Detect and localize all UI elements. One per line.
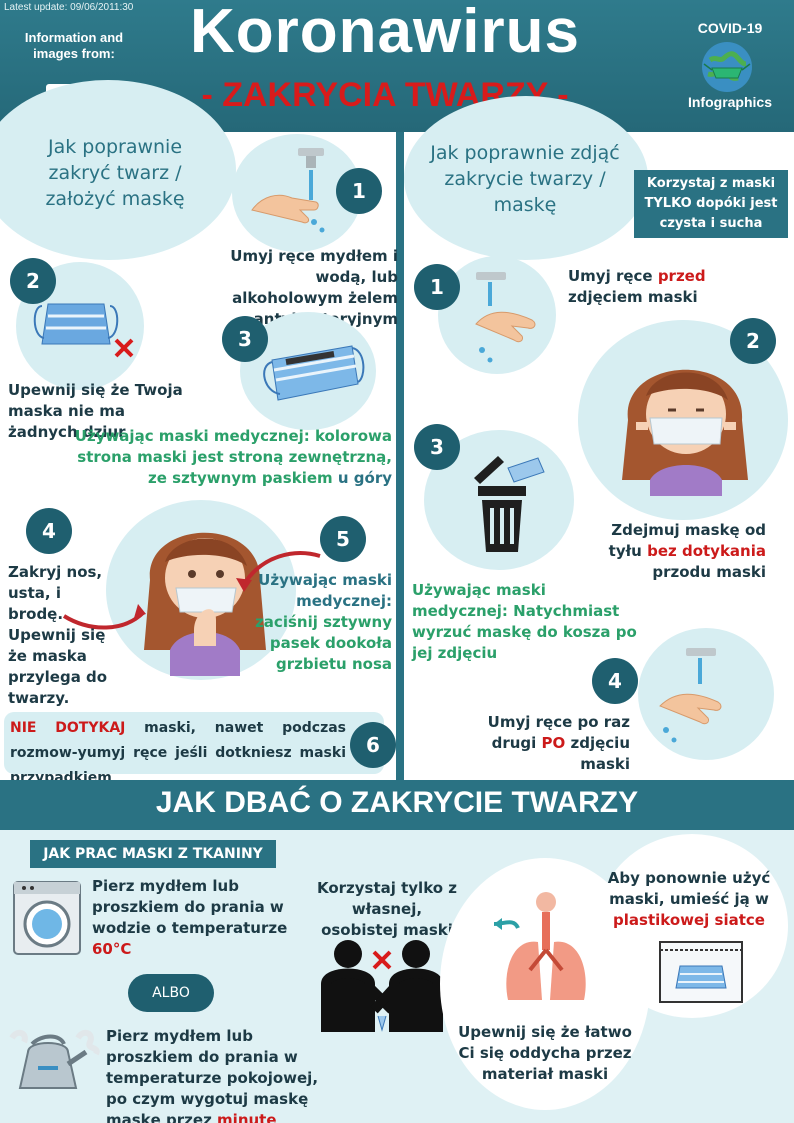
step4-number: 4: [26, 508, 72, 554]
r-step2-text-b: przodu maski: [652, 563, 766, 581]
bagged-mask-icon: [658, 940, 744, 1004]
albo-pill: ALBO: [128, 974, 214, 1012]
step3-text: Używając maski medycznej: kolorowa stron…: [66, 426, 392, 489]
r-step1-text: Umyj ręce przed zdjęciem maski: [568, 266, 778, 308]
washing-machine-icon: [12, 880, 82, 956]
r-step4-text-red: PO: [541, 734, 566, 752]
r-step4-text-b: zdjęciu maski: [565, 734, 631, 773]
arrow-left-icon: [62, 604, 146, 630]
step3-number: 3: [222, 316, 268, 362]
wash2-text: Pierz mydłem lub proszkiem do prania w t…: [106, 1026, 338, 1123]
r-handwash2-icon: [652, 640, 762, 750]
step6-text-red: NIE DOTYKAJ: [10, 720, 126, 736]
r-step1-text-red: przed: [657, 267, 706, 285]
reuse-text-a: Aby ponownie użyć maski, umieść ją w: [607, 869, 771, 908]
step3-text-a: Używając maski medycznej: kolorowa stron…: [74, 427, 392, 487]
r-step3-number: 3: [414, 424, 460, 470]
trash-bin-icon: [464, 448, 554, 558]
step3-text-b: u góry: [337, 469, 392, 487]
clean-mask-note: Korzystaj z maski TYLKO dopóki jest czys…: [634, 170, 788, 238]
r-step4-text-a: Umyj ręce po raz drugi: [487, 713, 630, 752]
infographics-label: Infographics: [687, 94, 772, 110]
lungs-icon: [488, 890, 604, 1008]
put-on-heading-bg: [0, 80, 236, 260]
step6-number: 6: [350, 722, 396, 768]
step5-text-a: Używając maski medycznej:: [258, 571, 392, 610]
step5-text: Używając maski medycznej: zaciśnij sztyw…: [250, 570, 392, 675]
r-step3-text: Używając maski medycznej: Natychmiast wy…: [412, 581, 637, 662]
step5-text-b: zaciśnij sztywny pasek dookoła grzbietu …: [255, 613, 392, 673]
step6-text-a: maski, nawet podczas rozmow-: [10, 720, 346, 761]
info-from: Information and images from:: [24, 30, 124, 61]
take-off-heading-bg: [404, 96, 648, 260]
r-step4-number: 4: [592, 658, 638, 704]
wash1-text: Pierz mydłem lub proszkiem do prania w w…: [92, 876, 292, 960]
page-title: Koronawirus: [190, 0, 580, 66]
care-banner: JAK DBAĆ O ZAKRYCIE TWARZY: [0, 780, 794, 830]
step2-number: 2: [10, 258, 56, 304]
wash2-text-red: minutę: [217, 1111, 277, 1123]
woman-mask-illustration: [120, 500, 290, 676]
globe-mask-icon: [700, 40, 754, 94]
take-off-heading: Jak poprawnie zdjąć zakrycie twarzy / ma…: [430, 142, 620, 216]
personal-text: Korzystaj tylko z własnej, osobistej mas…: [316, 879, 458, 939]
step5-number: 5: [320, 516, 366, 562]
two-people-icon: [312, 936, 452, 1033]
r-handwash-icon: [446, 264, 550, 368]
covid-label: COVID-19: [697, 20, 763, 36]
column-divider: [396, 132, 404, 782]
r-step2-text-a: Zdejmuj maskę od tyłu: [608, 521, 766, 560]
arrow-right-icon: [236, 551, 321, 592]
put-on-heading: Jak poprawnie zakryć twarz / założyć mas…: [45, 136, 185, 210]
wash1-text-a: Pierz mydłem lub proszkiem do prania w w…: [92, 877, 288, 937]
wash2-text-a: Pierz mydłem lub proszkiem do prania w t…: [106, 1027, 319, 1123]
r-step1-text-a: Umyj ręce: [568, 267, 658, 285]
handwash-icon: [244, 140, 344, 240]
r-step1-number: 1: [414, 264, 460, 310]
step4-text: Zakryj nos, usta, i brodę. Upewnij się ż…: [8, 563, 108, 707]
woman-remove-mask-illustration: [600, 330, 770, 496]
care-banner-title: JAK DBAĆ O ZAKRYCIE TWARZY: [155, 786, 639, 819]
medical-mask-icon: [252, 340, 372, 420]
r-step1-text-b: zdjęciem maski: [568, 288, 698, 306]
fabric-wash-label: JAK PRAC MASKI Z TKANINY: [30, 840, 276, 868]
kettle-icon: [8, 1024, 104, 1098]
step2-text: Upewnij się że Twoja maska nie ma żadnyc…: [8, 381, 183, 441]
wash1-text-red: 60°C: [92, 940, 132, 958]
step1-number: 1: [336, 168, 382, 214]
torn-mask-icon: [30, 290, 140, 370]
last-update: Latest update: 09/06/2011:30: [4, 2, 134, 13]
r-step2-text: Zdejmuj maskę od tyłu bez dotykania przo…: [574, 520, 766, 583]
breathe-text: Upewnij się że łatwo Ci się oddycha prze…: [458, 1023, 632, 1083]
r-step2-text-red: bez dotykania: [647, 542, 766, 560]
step6-banner: [4, 712, 384, 774]
r-step4-text: Umyj ręce po raz drugi PO zdjęciu maski: [440, 712, 630, 775]
reuse-text-red: plastikowej siatce: [613, 911, 765, 929]
r-step2-number: 2: [730, 318, 776, 364]
reuse-text: Aby ponownie użyć maski, umieść ją w pla…: [604, 868, 774, 931]
